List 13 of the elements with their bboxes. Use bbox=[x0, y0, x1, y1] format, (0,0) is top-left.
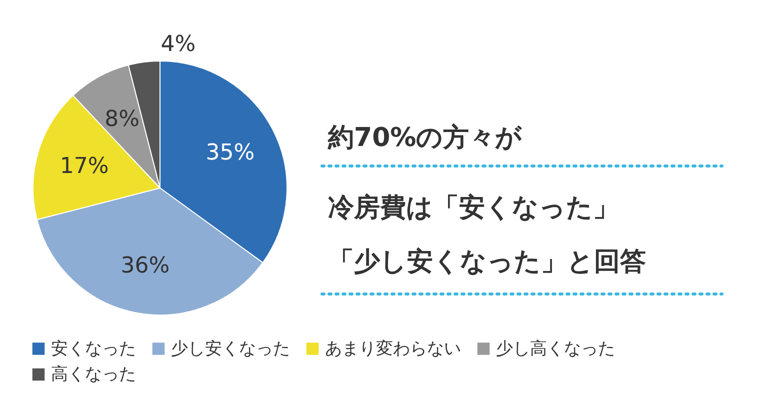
data-label: 8% bbox=[104, 107, 140, 132]
legend-label: 少し安くなった bbox=[171, 338, 290, 359]
text: 冷房費は「安くなった」 bbox=[328, 193, 619, 223]
legend-label: 高くなった bbox=[51, 364, 136, 384]
data-label: 35% bbox=[206, 140, 255, 166]
data-label: 4% bbox=[160, 32, 196, 58]
legend-label: あまり変わらない bbox=[325, 338, 461, 359]
legend-label: 少し高くなった bbox=[496, 338, 615, 359]
text: 「少し安くなった」と回答 bbox=[328, 247, 646, 277]
legend-label: 安くなった bbox=[51, 338, 136, 359]
text: 約70%の方々が bbox=[327, 123, 524, 153]
data-label: 17% bbox=[60, 154, 109, 180]
data-label: 36% bbox=[120, 253, 170, 278]
